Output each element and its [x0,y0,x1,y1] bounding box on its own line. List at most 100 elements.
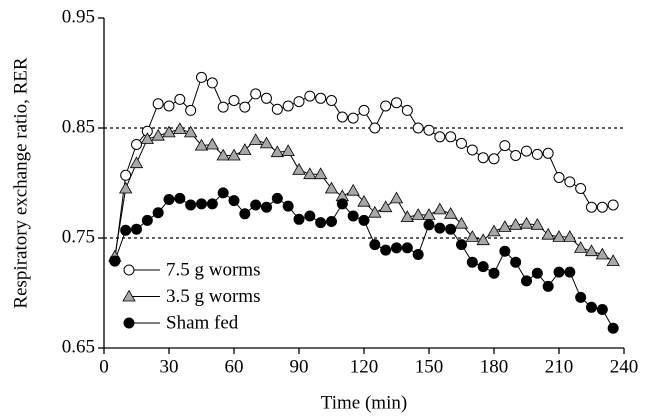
legend-label: 7.5 g worms [166,259,260,280]
marker [152,207,164,219]
marker [118,181,133,194]
marker [183,125,198,138]
marker [401,104,413,116]
marker [140,132,155,144]
marker [586,301,597,313]
marker [498,220,512,232]
marker [389,191,404,204]
marker [564,266,576,278]
marker [259,136,274,149]
marker [553,172,565,183]
marker [466,256,478,268]
marker [391,242,402,254]
marker [227,148,241,161]
marker [476,233,490,246]
x-tick-label: 180 [480,356,509,377]
marker [541,227,555,240]
marker [196,198,207,210]
marker [391,97,402,109]
y-axis-label: Respiratory exchange ratio, RER [10,57,31,308]
marker [456,239,467,251]
marker [174,192,186,204]
marker [313,167,328,180]
marker [607,322,619,334]
marker [303,167,317,180]
marker [324,181,339,194]
marker [261,92,272,104]
marker [445,131,457,143]
marker [315,217,327,229]
marker [194,138,209,151]
marker [412,249,424,260]
marker [411,208,425,220]
marker [573,241,588,253]
marker [163,100,175,112]
marker [129,156,144,169]
marker [542,147,554,159]
marker [575,291,587,303]
y-tick-label: 0.75 [62,226,95,247]
marker [596,304,608,315]
marker [206,77,218,89]
marker [238,143,252,155]
marker [368,205,382,218]
y-tick-label: 0.65 [62,336,95,357]
marker [293,213,305,225]
marker [250,88,262,100]
marker [151,128,165,141]
legend-label: Sham fed [166,312,239,333]
marker [606,254,620,266]
marker [282,100,294,112]
marker [434,131,446,143]
marker [586,201,597,213]
marker [174,93,186,105]
marker [292,162,306,175]
marker [564,176,576,188]
marker [163,194,175,205]
marker [510,256,522,268]
marker [216,148,230,161]
marker [563,230,577,242]
marker [173,122,187,134]
marker [347,210,359,222]
x-tick-label: 120 [350,356,379,377]
marker [162,125,176,138]
marker [423,124,435,136]
marker [477,261,489,273]
marker [293,96,305,108]
marker [401,242,413,254]
marker [499,140,511,152]
marker [358,104,370,116]
marker [499,245,511,257]
legend-marker [122,289,136,302]
marker [304,90,316,102]
marker [575,183,587,194]
x-tick-label: 210 [545,356,574,377]
y-tick-label: 0.85 [62,116,95,137]
marker [508,217,523,230]
x-tick-label: 240 [610,356,639,377]
marker [131,139,142,150]
x-axis-label: Time (min) [321,392,407,413]
marker [347,112,359,124]
y-tick-label: 0.95 [62,6,95,27]
marker [553,266,565,278]
marker [433,202,447,215]
marker [196,71,207,83]
legend-label: 3.5 g worms [166,286,260,307]
marker [443,206,458,219]
marker [358,214,370,226]
marker [510,150,522,161]
marker [304,210,316,222]
marker [445,223,457,235]
x-tick-label: 150 [415,356,444,377]
marker [120,169,132,181]
marker [456,137,467,149]
x-tick-label: 60 [225,356,244,377]
marker [270,145,285,158]
x-tick-label: 0 [99,356,109,377]
marker [131,223,142,235]
marker [380,100,392,112]
marker [521,275,532,287]
